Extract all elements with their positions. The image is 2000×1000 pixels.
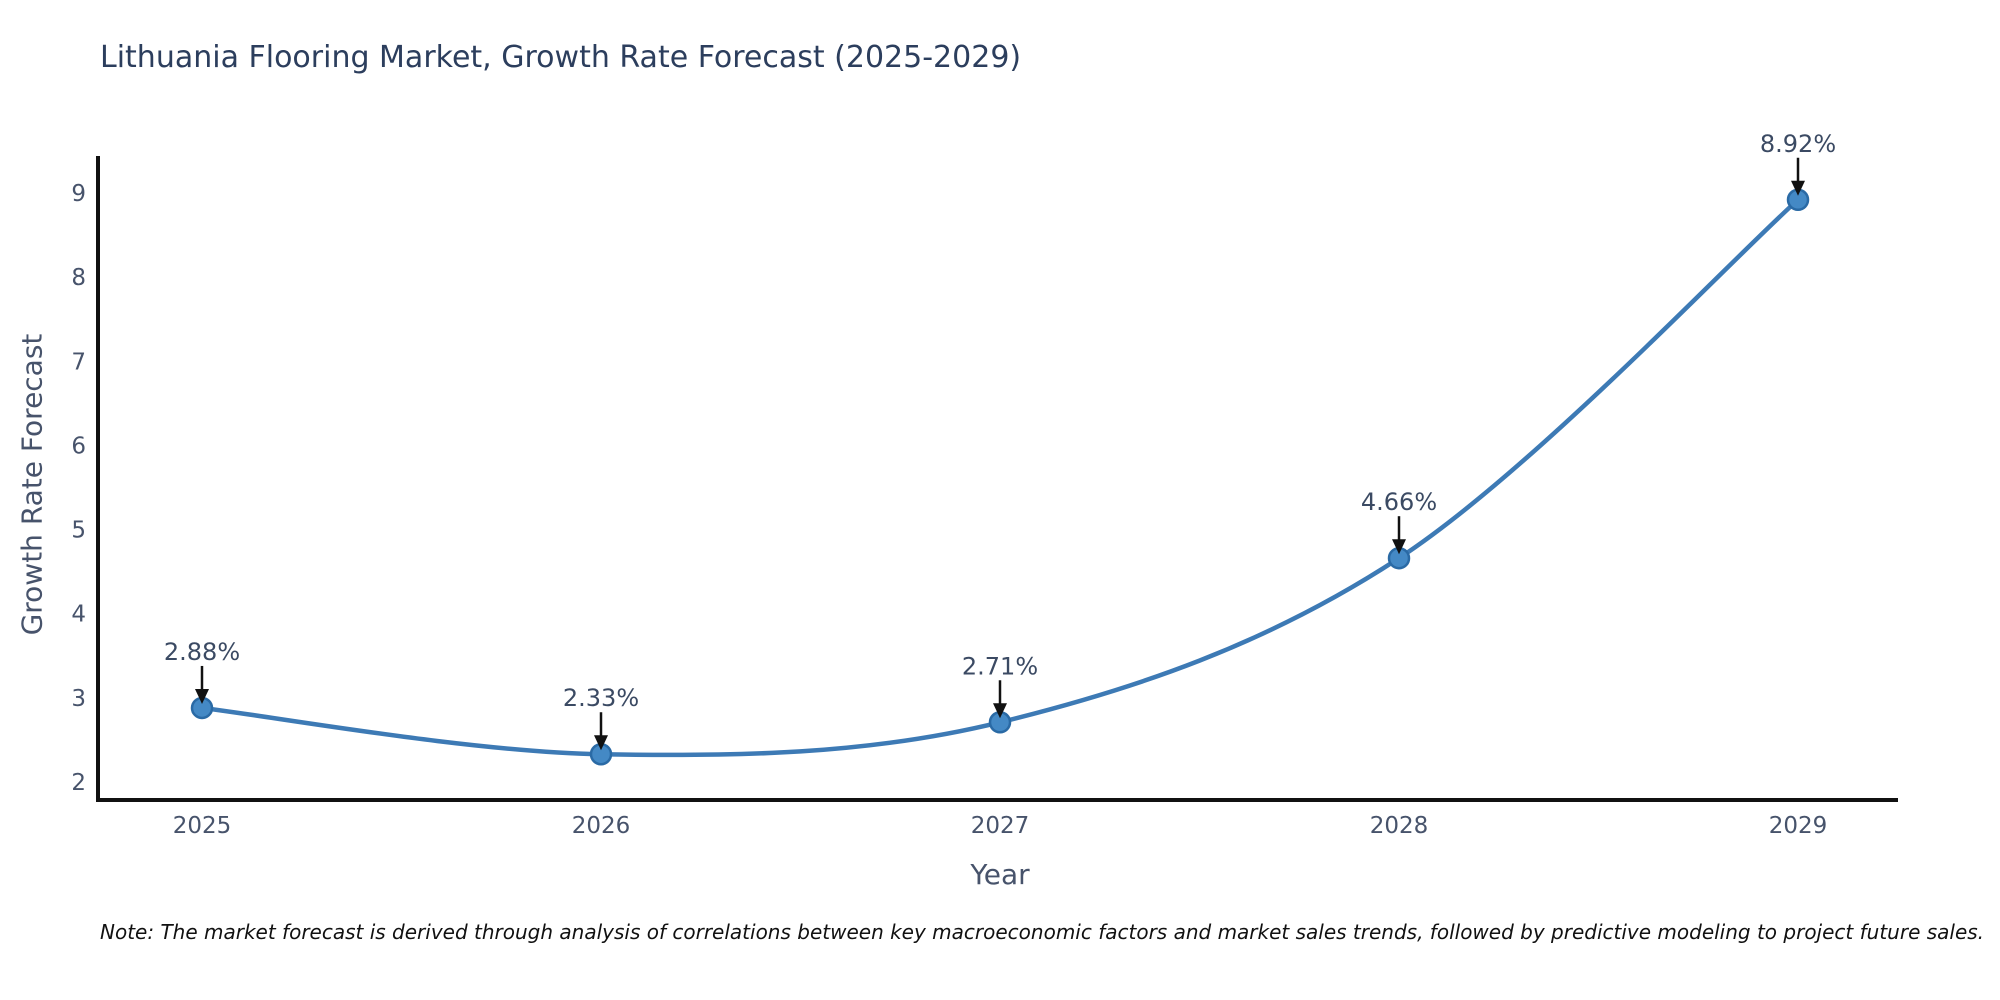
annotation-arrowhead	[1392, 539, 1406, 555]
y-tick-label: 3	[71, 686, 86, 712]
annotation-arrowhead	[993, 703, 1007, 719]
y-tick-label: 7	[71, 349, 86, 375]
x-tick-label: 2029	[1769, 813, 1828, 839]
annotation-arrowhead	[1791, 180, 1805, 196]
annotation-label: 4.66%	[1361, 488, 1437, 516]
chart-note: Note: The market forecast is derived thr…	[100, 920, 1985, 944]
x-tick-label: 2027	[971, 813, 1030, 839]
y-tick-label: 9	[71, 181, 86, 207]
x-axis-title: Year	[970, 858, 1030, 891]
y-tick-label: 6	[71, 433, 86, 459]
annotation-label: 8.92%	[1760, 130, 1836, 158]
annotation-arrowhead	[594, 735, 608, 751]
x-tick-label: 2028	[1370, 813, 1429, 839]
x-tick-label: 2025	[173, 813, 232, 839]
x-tick-label: 2026	[572, 813, 631, 839]
y-tick-label: 5	[71, 518, 86, 544]
annotation-arrowhead	[195, 688, 209, 704]
y-tick-label: 2	[71, 770, 86, 796]
annotation-label: 2.71%	[962, 652, 1038, 680]
annotation-label: 2.33%	[563, 684, 639, 712]
annotation-label: 2.88%	[164, 638, 240, 666]
y-tick-label: 4	[71, 602, 86, 628]
chart-title: Lithuania Flooring Market, Growth Rate F…	[100, 40, 1022, 75]
y-tick-label: 8	[71, 265, 86, 291]
y-axis-title: Growth Rate Forecast	[15, 333, 49, 636]
